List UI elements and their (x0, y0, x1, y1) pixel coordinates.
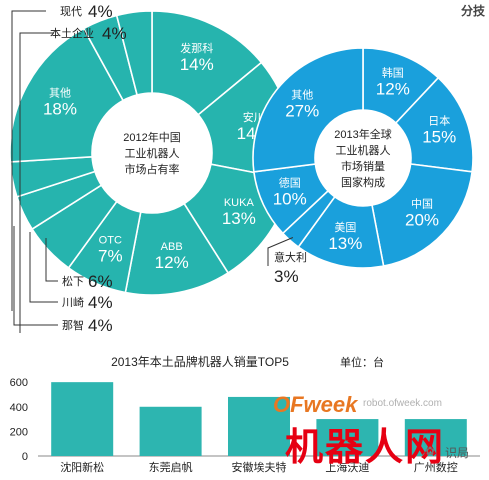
bar-2 (139, 406, 202, 456)
donut1-callout-label: 本土企业 (50, 26, 94, 40)
donut1-callout-label: 川崎 (62, 295, 84, 309)
donut1-title-line: 工业机器人 (125, 146, 180, 160)
bar-category-label: 东莞启帆 (149, 460, 193, 474)
donut2-slice-label: 韩国 (382, 66, 404, 80)
donut2-slice-value: 20% (405, 210, 439, 229)
donut2-slice-label: 日本 (428, 114, 450, 128)
donut2-slice-label: 其他 (291, 88, 313, 101)
donut2-slice-value: 27% (285, 101, 319, 120)
donut2-callout-value: 3% (274, 267, 299, 286)
donut1-callout-value: 4% (102, 24, 127, 43)
donut1-callout-line (19, 32, 54, 333)
donut1-slice (9, 27, 125, 163)
watermark-tail: 识局 (445, 446, 470, 460)
donut2-slice-label: 美国 (334, 221, 356, 234)
bar-4 (316, 419, 379, 456)
donut1-callout-value: 4% (88, 316, 113, 335)
donut2-slice (371, 163, 474, 267)
donut2-slice-label: 德国 (279, 175, 301, 189)
donut2-title-line: 工业机器人 (336, 143, 391, 157)
donut2-title-line: 2013年全球 (334, 127, 391, 141)
bar-chart: 2013年本土品牌机器人销量TOP5 单位：台 0 200 400 600 沈阳新松 东莞启帆… (10, 355, 480, 474)
bar-ytick-label: 200 (10, 426, 28, 438)
bar-1 (51, 382, 114, 456)
donut2-slice (252, 47, 364, 173)
watermark-site: robot.ofweek.com (363, 398, 442, 409)
donut1-slice-value: 13% (222, 209, 256, 228)
donut2-slice-value: 13% (328, 234, 362, 253)
donut1-slice-value: 12% (155, 253, 189, 272)
donut1-slice-label: KUKA (224, 197, 255, 209)
watermark: OFweek robot.ofweek.com 机器人网 ✿ 识局 (265, 384, 489, 480)
donut1-title-line: 市场占有率 (125, 162, 180, 176)
donut1-callout-line (11, 10, 46, 311)
donut1-callout-value: 4% (88, 293, 113, 312)
bar-ytick-label: 600 (10, 377, 28, 389)
bar-category-label: 广州数控 (414, 460, 458, 474)
bar-5 (404, 419, 467, 456)
donut1-slice-value: 18% (43, 99, 77, 118)
bar-title: 2013年本土品牌机器人销量TOP5 (111, 355, 289, 369)
donut1-slice-label: ABB (161, 241, 183, 253)
donut1-slice (115, 10, 153, 96)
donut1-slice-label: 其他 (49, 86, 71, 99)
donut1-callout-label: 那智 (62, 318, 84, 332)
bar-3 (228, 396, 290, 456)
bar-ytick-label: 400 (10, 402, 28, 414)
bar-category-label: 沈阳新松 (60, 460, 104, 474)
bar-ytick-label: 0 (22, 451, 28, 463)
donut2-slice-label: 中国 (411, 197, 433, 210)
bar-unit-label: 单位：台 (340, 355, 384, 369)
bar-category-label: 上海沃迪 (325, 460, 369, 474)
donut2-callout-line (267, 237, 294, 266)
donut1-callout-value: 4% (88, 2, 113, 21)
donut2-slice-value: 10% (273, 189, 307, 208)
bar-category-label: 安徽埃夫特 (232, 460, 287, 474)
donut2-slice-value: 15% (422, 128, 456, 147)
donut1-title-line: 2012年中国 (123, 130, 180, 144)
donut1-callout-line (45, 238, 58, 282)
corner-text: 分技 (460, 4, 485, 18)
donut2-slice-value: 12% (376, 80, 410, 99)
donut1-slice-label: OTC (99, 234, 122, 246)
donut1-slice-label: 发那科 (180, 41, 213, 55)
watermark-cn: 机器人网 (285, 427, 446, 469)
donut2-title-line: 市场销量 (341, 159, 385, 173)
watermark-logo-icon: ✿ (425, 444, 436, 458)
donut1-callout-label: 松下 (62, 274, 84, 288)
watermark-brand: OFweek (273, 392, 358, 417)
donut1-callout-value: 6% (88, 272, 113, 291)
donut2-title-line: 国家构成 (341, 175, 385, 189)
donut1-slice-value: 14% (180, 55, 214, 74)
donut1-callout-line (13, 226, 58, 326)
donut1-callout-label: 现代 (60, 5, 82, 18)
donut1-slice-value: 7% (98, 246, 123, 265)
donut2-callout-label: 意大利 (274, 250, 307, 264)
donut1-callout-line (29, 232, 58, 303)
